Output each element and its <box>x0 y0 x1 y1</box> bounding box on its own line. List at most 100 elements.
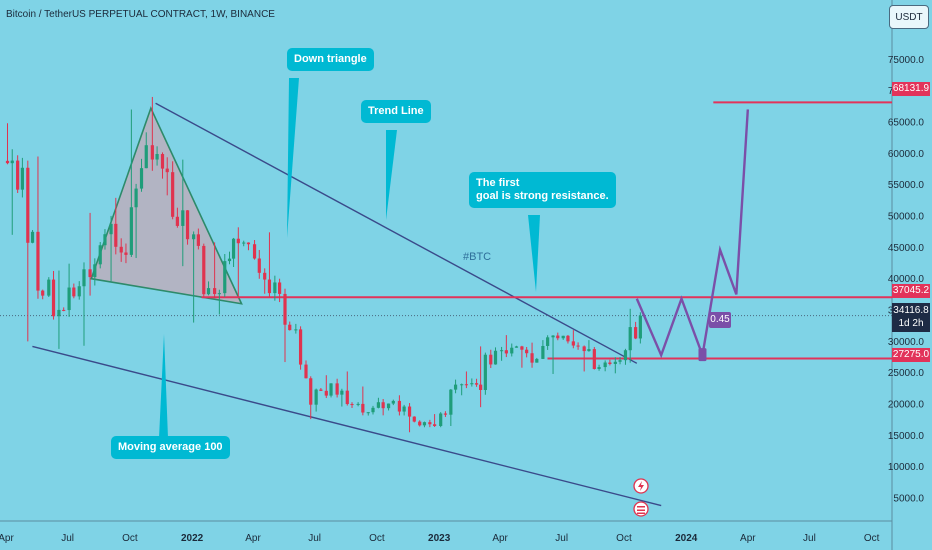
price-tag-current: 34116.8 1d 2h <box>892 303 930 332</box>
candle-body <box>263 272 267 280</box>
moving-average-100-line <box>32 345 662 507</box>
time-tick-label: 2024 <box>675 533 698 544</box>
candle-body <box>236 238 240 244</box>
hashtag-label: #BTC <box>463 251 492 263</box>
price-tick-label: 10000.0 <box>888 462 925 473</box>
candle-body <box>257 258 261 273</box>
candle-body <box>196 234 200 246</box>
price-tick-label: 20000.0 <box>888 400 925 411</box>
time-tick-label: Apr <box>492 533 508 544</box>
candle-body <box>638 315 642 339</box>
time-tick-label: Oct <box>616 533 632 544</box>
candle-body <box>566 335 570 342</box>
candle-body <box>267 279 272 294</box>
candle-body <box>298 329 303 365</box>
price-tag-resistance: 37045.2 <box>892 284 930 298</box>
candle-body <box>324 390 328 396</box>
candle-body <box>628 327 632 351</box>
candle-body <box>412 416 416 422</box>
price-tick-label: 55000.0 <box>888 180 925 191</box>
candle-layer <box>5 96 642 433</box>
candle-body <box>77 286 81 297</box>
candle-body <box>124 252 128 255</box>
candle-body <box>500 350 504 352</box>
candle-body <box>109 223 113 235</box>
candle-body <box>535 358 539 363</box>
candle-body <box>129 207 133 255</box>
candle-body <box>489 354 493 365</box>
time-tick-label: Jul <box>555 533 568 544</box>
candle-body <box>449 389 453 415</box>
candle-body <box>67 287 71 311</box>
currency-unit-button[interactable]: USDT <box>889 5 929 29</box>
candle-body <box>165 168 169 173</box>
candle-body <box>525 349 529 354</box>
flag-icon-stripe <box>637 506 645 508</box>
candle-body <box>72 287 76 297</box>
candle-body <box>397 400 401 412</box>
projection-ratio-label: 0.45 <box>709 312 731 328</box>
candle-body <box>546 337 550 346</box>
candle-body <box>613 361 617 364</box>
price-tick-label: 30000.0 <box>888 337 925 348</box>
candle-body <box>345 390 349 405</box>
candle-body <box>556 335 560 339</box>
candle-body <box>242 242 246 244</box>
candle-body <box>144 145 148 169</box>
candle-body <box>592 349 596 369</box>
time-tick-label: Oct <box>122 533 138 544</box>
candle-body <box>88 269 92 278</box>
callout-trend-line: Trend Line <box>361 100 431 123</box>
time-tick-label: Apr <box>740 533 756 544</box>
candle-body <box>304 364 308 379</box>
candle-body <box>41 290 45 296</box>
candle-body <box>460 384 464 386</box>
candle-body <box>175 216 179 226</box>
candle-body <box>474 383 479 385</box>
candle-body <box>551 335 555 338</box>
candle-body <box>283 293 287 325</box>
candle-body <box>202 245 206 295</box>
candle-body <box>335 383 339 395</box>
price-tag-target: 68131.9 <box>892 82 930 96</box>
candle-body <box>587 349 591 352</box>
candle-body <box>464 384 469 386</box>
candle-body <box>114 223 118 247</box>
candle-body <box>150 145 154 160</box>
candle-body <box>618 360 622 362</box>
candle-body <box>171 172 175 217</box>
candle-body <box>30 231 35 243</box>
candle-body <box>277 282 282 294</box>
flag-icon-stripe <box>637 509 645 511</box>
candle-body <box>273 282 277 294</box>
flash-icon-bolt <box>638 481 644 491</box>
callout-pointer-trend-line <box>386 130 397 220</box>
price-tick-label: 65000.0 <box>888 118 925 129</box>
price-tick-label: 50000.0 <box>888 212 925 223</box>
candle-body <box>223 261 227 294</box>
down-triangle-trend-line <box>155 102 638 364</box>
candle-body <box>288 324 292 331</box>
price-tick-label: 5000.0 <box>893 494 924 505</box>
candle-body <box>227 258 232 262</box>
candle-body <box>422 422 427 426</box>
candle-body <box>418 421 422 426</box>
candle-body <box>20 167 24 190</box>
candle-body <box>366 412 370 414</box>
candle-body <box>319 389 323 391</box>
candle-body <box>5 160 10 164</box>
candle-body <box>340 390 344 395</box>
candle-body <box>246 242 251 245</box>
candle-body <box>356 403 360 405</box>
candle-body <box>402 406 406 412</box>
candle-body <box>192 234 196 240</box>
current-price-value: 34116.8 <box>893 305 929 316</box>
candle-body <box>82 269 86 287</box>
time-tick-label: Apr <box>245 533 261 544</box>
price-tick-label: 75000.0 <box>888 55 925 66</box>
time-tick-label: Apr <box>0 533 14 544</box>
overlay-layer <box>159 78 750 517</box>
